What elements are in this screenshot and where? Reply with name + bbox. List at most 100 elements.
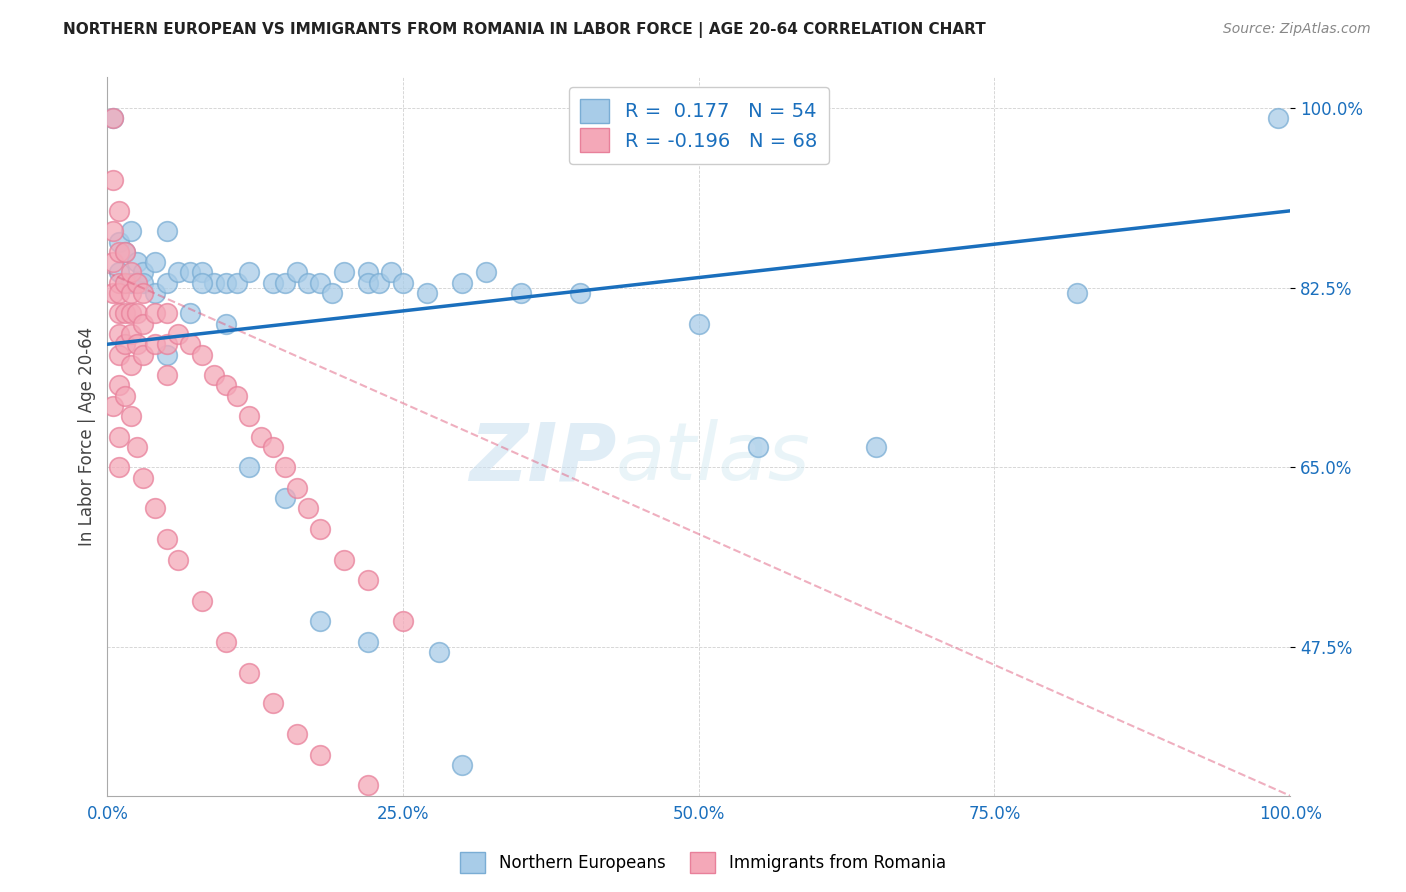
- Point: [1066, 285, 1088, 300]
- Point: [120, 224, 142, 238]
- Point: [285, 727, 308, 741]
- Point: [132, 470, 155, 484]
- Point: [108, 265, 131, 279]
- Point: [1267, 112, 1289, 126]
- Point: [688, 317, 710, 331]
- Point: [114, 337, 136, 351]
- Point: [238, 460, 260, 475]
- Point: [262, 276, 284, 290]
- Point: [114, 276, 136, 290]
- Point: [392, 809, 415, 823]
- Point: [191, 276, 214, 290]
- Point: [238, 265, 260, 279]
- Point: [451, 840, 474, 855]
- Point: [108, 306, 131, 320]
- Point: [125, 276, 148, 290]
- Point: [125, 440, 148, 454]
- Point: [356, 276, 378, 290]
- Point: [309, 747, 332, 762]
- Point: [569, 285, 592, 300]
- Point: [125, 276, 148, 290]
- Point: [309, 276, 332, 290]
- Point: [451, 758, 474, 772]
- Point: [155, 337, 177, 351]
- Point: [132, 347, 155, 361]
- Point: [108, 347, 131, 361]
- Point: [125, 337, 148, 351]
- Point: [510, 285, 533, 300]
- Point: [226, 388, 249, 402]
- Point: [120, 358, 142, 372]
- Point: [356, 265, 378, 279]
- Point: [451, 276, 474, 290]
- Point: [309, 522, 332, 536]
- Point: [155, 533, 177, 547]
- Point: [103, 112, 125, 126]
- Point: [114, 388, 136, 402]
- Point: [427, 645, 450, 659]
- Point: [250, 429, 273, 443]
- Point: [179, 306, 201, 320]
- Point: [103, 285, 125, 300]
- Point: [202, 276, 225, 290]
- Point: [155, 306, 177, 320]
- Point: [108, 276, 131, 290]
- Point: [120, 276, 142, 290]
- Point: [143, 337, 166, 351]
- Point: [238, 409, 260, 423]
- Point: [108, 326, 131, 341]
- Legend: Northern Europeans, Immigrants from Romania: Northern Europeans, Immigrants from Roma…: [454, 846, 952, 880]
- Point: [114, 306, 136, 320]
- Point: [179, 337, 201, 351]
- Point: [108, 235, 131, 249]
- Point: [120, 409, 142, 423]
- Point: [392, 276, 415, 290]
- Point: [108, 244, 131, 259]
- Text: atlas: atlas: [616, 419, 811, 497]
- Point: [143, 285, 166, 300]
- Point: [368, 276, 391, 290]
- Point: [285, 481, 308, 495]
- Point: [143, 501, 166, 516]
- Point: [108, 378, 131, 392]
- Point: [103, 112, 125, 126]
- Point: [103, 399, 125, 413]
- Point: [120, 285, 142, 300]
- Point: [309, 615, 332, 629]
- Point: [214, 317, 236, 331]
- Point: [120, 265, 142, 279]
- Point: [321, 285, 343, 300]
- Point: [108, 460, 131, 475]
- Point: [333, 553, 356, 567]
- Point: [274, 460, 297, 475]
- Point: [202, 368, 225, 382]
- Point: [274, 276, 297, 290]
- Text: Source: ZipAtlas.com: Source: ZipAtlas.com: [1223, 22, 1371, 37]
- Point: [103, 255, 125, 269]
- Point: [125, 306, 148, 320]
- Point: [103, 173, 125, 187]
- Point: [356, 779, 378, 793]
- Point: [114, 244, 136, 259]
- Point: [226, 276, 249, 290]
- Point: [356, 635, 378, 649]
- Text: NORTHERN EUROPEAN VS IMMIGRANTS FROM ROMANIA IN LABOR FORCE | AGE 20-64 CORRELAT: NORTHERN EUROPEAN VS IMMIGRANTS FROM ROM…: [63, 22, 986, 38]
- Point: [191, 594, 214, 608]
- Point: [475, 265, 498, 279]
- Point: [108, 203, 131, 218]
- Point: [274, 491, 297, 505]
- Point: [214, 378, 236, 392]
- Point: [262, 697, 284, 711]
- Point: [155, 224, 177, 238]
- Point: [114, 244, 136, 259]
- Y-axis label: In Labor Force | Age 20-64: In Labor Force | Age 20-64: [79, 327, 96, 546]
- Point: [356, 574, 378, 588]
- Point: [167, 553, 190, 567]
- Point: [155, 347, 177, 361]
- Point: [132, 317, 155, 331]
- Point: [380, 265, 402, 279]
- Point: [132, 276, 155, 290]
- Point: [262, 440, 284, 454]
- Point: [214, 276, 236, 290]
- Point: [191, 265, 214, 279]
